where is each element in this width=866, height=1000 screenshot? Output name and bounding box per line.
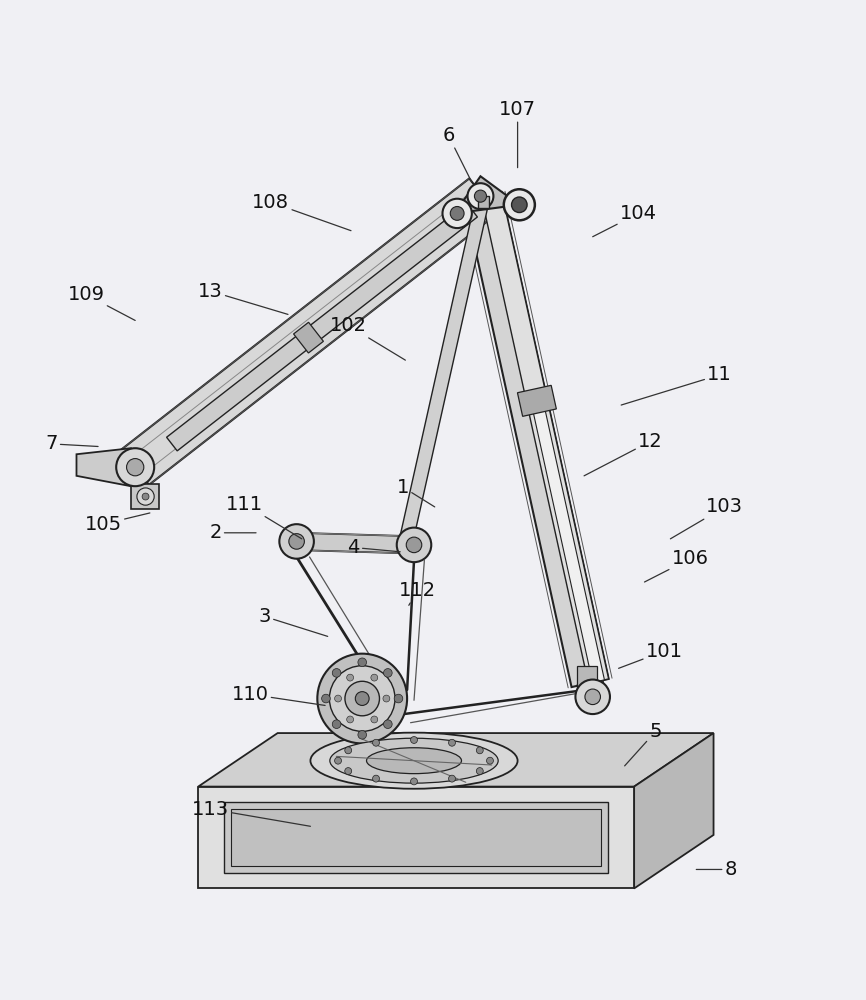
Circle shape: [333, 720, 341, 728]
Polygon shape: [231, 809, 601, 866]
Circle shape: [383, 695, 390, 702]
Circle shape: [372, 739, 379, 746]
Circle shape: [410, 737, 417, 743]
Text: 112: 112: [399, 581, 436, 605]
Circle shape: [410, 778, 417, 785]
Text: 4: 4: [347, 538, 400, 557]
Polygon shape: [198, 787, 634, 888]
Circle shape: [355, 692, 369, 705]
Circle shape: [346, 674, 353, 681]
Text: 101: 101: [618, 642, 683, 668]
Circle shape: [468, 183, 494, 209]
Circle shape: [371, 674, 378, 681]
Text: 110: 110: [231, 685, 325, 705]
Polygon shape: [131, 484, 159, 509]
Circle shape: [345, 681, 379, 716]
Text: 12: 12: [584, 432, 662, 476]
Text: 106: 106: [644, 549, 708, 582]
Circle shape: [345, 768, 352, 775]
Polygon shape: [577, 666, 597, 687]
Text: 104: 104: [592, 204, 657, 237]
Polygon shape: [531, 397, 604, 682]
Polygon shape: [634, 733, 714, 888]
Circle shape: [358, 730, 366, 739]
Circle shape: [449, 739, 456, 746]
Circle shape: [321, 694, 330, 703]
Ellipse shape: [310, 733, 518, 789]
Circle shape: [384, 669, 392, 677]
Ellipse shape: [366, 748, 462, 774]
Text: 105: 105: [85, 513, 150, 534]
Circle shape: [504, 189, 535, 220]
Polygon shape: [481, 192, 609, 683]
Text: 5: 5: [624, 722, 662, 766]
Circle shape: [449, 775, 456, 782]
Polygon shape: [296, 533, 414, 554]
Circle shape: [329, 666, 395, 731]
Circle shape: [116, 448, 154, 486]
Circle shape: [397, 528, 431, 562]
Text: 11: 11: [621, 365, 732, 405]
Text: 1: 1: [397, 478, 435, 507]
Circle shape: [475, 190, 487, 202]
Circle shape: [142, 493, 149, 500]
Text: 103: 103: [670, 497, 743, 539]
Text: 111: 111: [226, 495, 301, 539]
Circle shape: [346, 716, 353, 723]
Circle shape: [575, 680, 610, 714]
Text: 109: 109: [68, 285, 135, 320]
Ellipse shape: [330, 738, 498, 783]
Circle shape: [585, 689, 600, 705]
Circle shape: [372, 775, 379, 782]
Circle shape: [137, 488, 154, 505]
Text: 107: 107: [499, 100, 536, 168]
Text: 6: 6: [443, 126, 472, 182]
Polygon shape: [400, 207, 488, 538]
Text: 102: 102: [330, 316, 405, 360]
Text: 2: 2: [210, 523, 256, 542]
Circle shape: [371, 716, 378, 723]
Polygon shape: [518, 385, 556, 416]
Polygon shape: [455, 176, 520, 213]
Circle shape: [384, 720, 392, 728]
Circle shape: [450, 207, 464, 220]
Text: 108: 108: [252, 193, 351, 231]
Circle shape: [333, 669, 341, 677]
Polygon shape: [224, 802, 608, 873]
Circle shape: [334, 695, 341, 702]
Circle shape: [512, 197, 527, 213]
Polygon shape: [198, 733, 714, 787]
Text: 113: 113: [191, 800, 310, 826]
Circle shape: [289, 534, 304, 549]
Polygon shape: [166, 203, 477, 451]
Polygon shape: [464, 192, 609, 687]
Polygon shape: [578, 681, 605, 699]
Polygon shape: [121, 178, 497, 485]
Circle shape: [406, 537, 422, 553]
Text: 3: 3: [258, 607, 327, 636]
Circle shape: [394, 694, 403, 703]
Circle shape: [280, 524, 313, 559]
Circle shape: [358, 658, 366, 667]
Text: 13: 13: [198, 282, 288, 314]
Text: 8: 8: [696, 860, 737, 879]
Circle shape: [443, 199, 472, 228]
Circle shape: [334, 757, 341, 764]
Circle shape: [345, 747, 352, 754]
Polygon shape: [478, 196, 489, 208]
Circle shape: [126, 459, 144, 476]
Circle shape: [476, 747, 483, 754]
Circle shape: [317, 654, 407, 743]
Text: 7: 7: [45, 434, 98, 453]
Circle shape: [487, 757, 494, 764]
Circle shape: [476, 768, 483, 775]
Polygon shape: [76, 448, 131, 486]
Polygon shape: [294, 322, 323, 353]
